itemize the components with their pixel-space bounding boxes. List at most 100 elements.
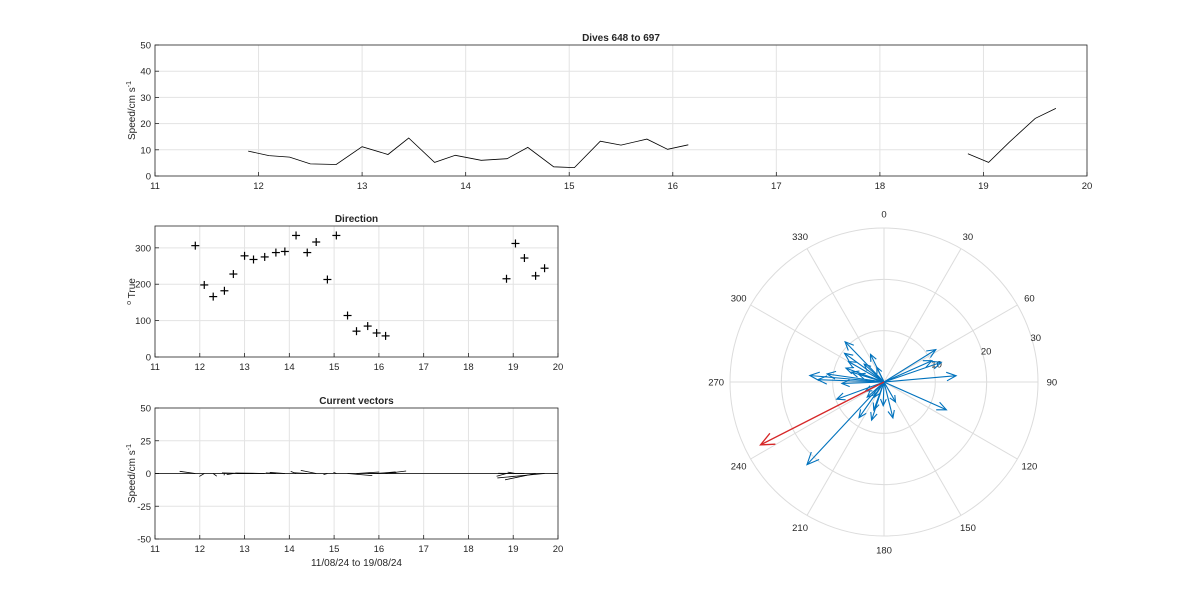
direction-y-axis-label-superscript: o [126, 301, 133, 305]
compass-angle-label: 210 [792, 523, 808, 534]
compass-spoke [806, 381, 885, 516]
speed-y-tick-label: 0 [146, 172, 151, 183]
vectors-y-axis-label-text: Speed/cm s [127, 450, 138, 503]
direction-point [260, 252, 269, 261]
compass-current-arrow-head [879, 398, 887, 407]
direction-y-tick-label: 0 [146, 353, 151, 364]
direction-point [332, 231, 341, 240]
current-vector-stick [212, 473, 218, 477]
compass-current-arrow-shaft [883, 375, 957, 383]
speed-x-tick-label: 16 [667, 181, 678, 192]
compass-current-arrow-head [872, 402, 880, 412]
compass-current-arrow-head [873, 390, 881, 399]
speed-x-tick-label: 19 [978, 181, 989, 192]
compass-current-arrow-head [922, 360, 934, 368]
compass-current-arrow-head [808, 371, 820, 382]
compass-current-arrow-shaft [883, 349, 937, 383]
vectors-x-tick-label: 17 [418, 544, 429, 555]
compass-angle-label: 180 [876, 545, 892, 556]
compass-current-arrow [883, 381, 948, 411]
compass-current-arrow-head [843, 352, 854, 362]
direction-x-tick-label: 13 [239, 362, 250, 373]
compass-current-arrow [883, 348, 937, 383]
direction-point [229, 270, 238, 279]
compass-current-arrow-head [844, 340, 855, 351]
current-vector-stick [265, 472, 276, 474]
direction-y-axis-label: o True [126, 278, 138, 305]
direction-y-tick-label: 300 [135, 243, 151, 254]
speed-axes-box [154, 44, 1088, 177]
compass-current-arrow-shaft [863, 363, 885, 383]
compass-angle-label: 120 [1021, 461, 1037, 472]
compass-angle-label: 150 [960, 523, 976, 534]
compass-current-arrow [850, 370, 885, 383]
compass-current-arrow-shaft [883, 360, 933, 383]
compass-current-arrow [883, 381, 897, 404]
vectors-y-tick-label: -25 [137, 502, 151, 513]
direction-x-tick-label: 19 [508, 362, 519, 373]
compass-mean-arrow [759, 381, 885, 446]
compass-current-arrow-head [858, 409, 867, 419]
speed-y-axis-label: Speed/cm s-1 [126, 81, 138, 140]
vectors-title: Current vectors [319, 396, 394, 407]
compass-current-arrow-head [816, 375, 828, 385]
speed-series-line [967, 108, 1057, 163]
current-vector-stick [376, 471, 396, 474]
direction-x-tick-label: 17 [418, 362, 429, 373]
direction-title: Direction [335, 214, 378, 225]
compass-current-arrow [863, 363, 885, 383]
direction-point [520, 254, 529, 263]
compass-current-arrow-shaft [809, 374, 885, 383]
compass-current-arrow-shaft [844, 341, 885, 383]
compass-current-arrow [872, 381, 885, 412]
compass-current-arrow-shaft [806, 381, 885, 465]
compass-spoke [883, 381, 962, 516]
direction-axes: 11 12 13 14 15 16 17 18 19 200100200300Directiono… [126, 214, 563, 373]
compass-current-arrow-shaft [836, 381, 885, 400]
compass-mean-arrow-shaft [760, 381, 885, 446]
speed-y-tick-label: 30 [140, 93, 151, 104]
vectors-y-tick-label: 0 [146, 469, 151, 480]
direction-point [280, 247, 289, 256]
compass-current-arrow-shaft [883, 361, 942, 383]
compass-current-arrow-head [931, 360, 943, 370]
vectors-x-tick-label: 11 [150, 544, 160, 555]
speed-title: Dives 648 to 697 [582, 33, 660, 44]
direction-x-tick-label: 16 [374, 362, 385, 373]
direction-point [381, 331, 390, 340]
compass-current-arrow-shaft [876, 366, 885, 383]
compass-angle-label: 270 [708, 378, 724, 389]
direction-point [531, 271, 540, 280]
current-vector-stick [497, 473, 545, 479]
direction-point [511, 239, 520, 248]
direction-x-tick-label: 15 [329, 362, 340, 373]
compass-current-arrow-shaft [817, 379, 885, 383]
compass-current-arrow-head [887, 409, 895, 420]
direction-point [209, 292, 218, 301]
direction-x-tick-label: 11 [150, 362, 160, 373]
direction-y-tick-label: 200 [135, 280, 151, 291]
speed-series-line [248, 137, 689, 169]
vectors-x-tick-label: 20 [553, 544, 564, 555]
compass-current-arrow-shaft [873, 381, 885, 411]
compass-current-arrow-shaft [883, 381, 947, 411]
vectors-x-tick-label: 16 [374, 544, 385, 555]
compass-current-arrow-shaft [844, 352, 885, 383]
compass-current-arrow [843, 352, 885, 383]
compass-current-arrow-head [936, 401, 948, 411]
compass-spoke [883, 304, 1018, 383]
direction-point [502, 274, 511, 283]
direction-point [220, 286, 229, 295]
direction-point [200, 280, 209, 289]
compass-spoke [750, 381, 885, 460]
compass-current-arrow-head [889, 394, 897, 404]
compass-current-arrow-head [869, 353, 877, 362]
compass-spoke [883, 248, 962, 383]
direction-point [343, 311, 352, 320]
compass-range-label: 10 [931, 360, 942, 371]
compass-current-arrow-head [863, 363, 872, 372]
direction-x-tick-label: 20 [553, 362, 564, 373]
direction-point [312, 238, 321, 247]
compass-current-arrow-head [844, 366, 855, 375]
current-vector-stick [323, 473, 328, 476]
